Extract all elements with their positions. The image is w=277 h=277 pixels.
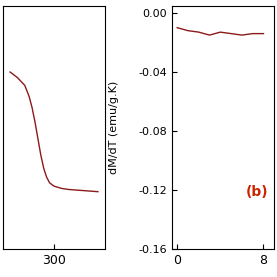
Text: (b): (b)	[245, 185, 268, 199]
Y-axis label: dM/dT (emu/g.K): dM/dT (emu/g.K)	[109, 81, 119, 174]
